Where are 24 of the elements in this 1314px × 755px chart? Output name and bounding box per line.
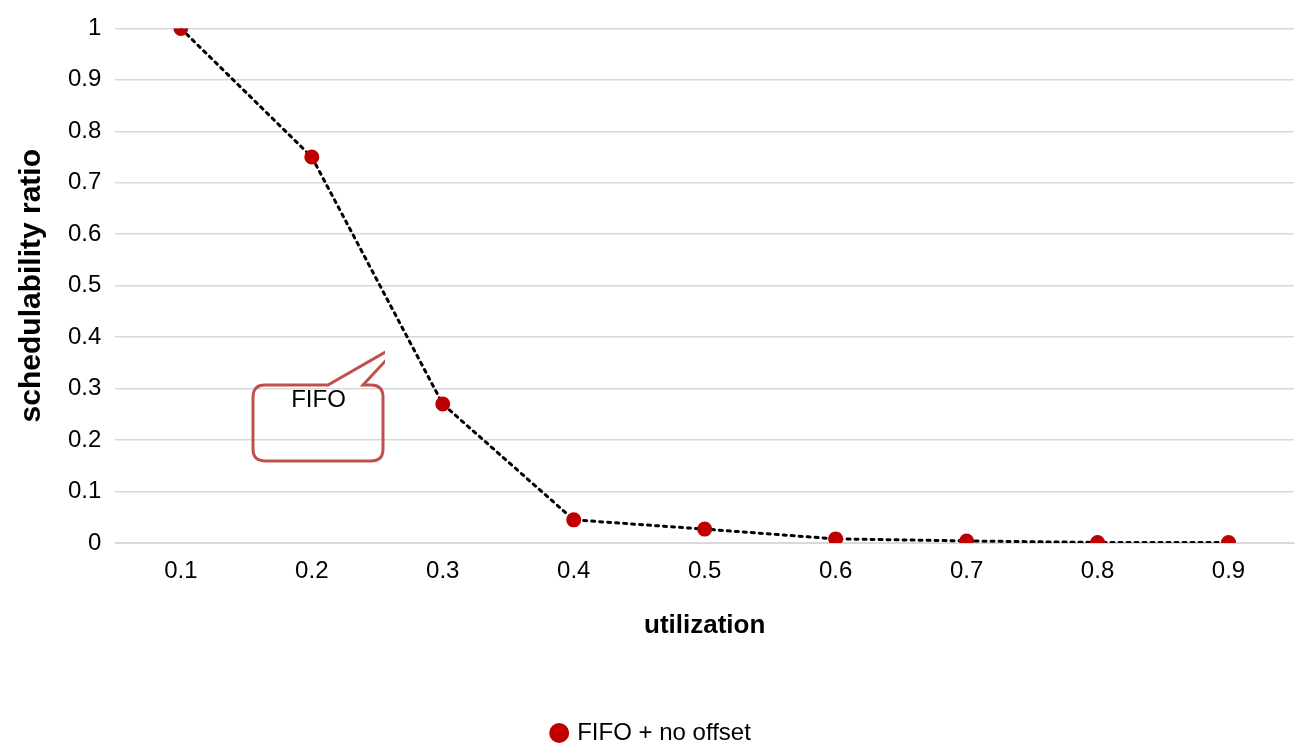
y-tick-label: 1 — [88, 13, 102, 41]
x-tick-label: 0.1 — [164, 556, 198, 584]
x-tick-label: 0.8 — [1080, 556, 1115, 584]
x-tick-label: 0.2 — [295, 556, 329, 584]
y-tick-label: 0.1 — [67, 476, 102, 504]
y-tick-label: 0.5 — [67, 270, 102, 298]
y-tick-label: 0.4 — [67, 321, 102, 349]
annotation: FIFO — [290, 385, 347, 414]
y-tick-label: 0 — [88, 527, 102, 555]
y-tick-label: 0.3 — [67, 373, 102, 401]
x-tick-label: 0.3 — [426, 556, 460, 584]
y-tick-label: 0.9 — [67, 64, 102, 92]
x-tick-label: 0.6 — [818, 556, 853, 584]
y-tick-label: 0.7 — [67, 167, 102, 195]
y-tick-label: 0.8 — [67, 115, 102, 143]
legend-label: FIFO + no offset — [577, 717, 752, 745]
x-tick-label: 0.7 — [949, 556, 984, 584]
x-tick-label: 0.9 — [1211, 556, 1246, 584]
x-axis-title: utilization — [644, 608, 766, 639]
y-tick-label: 0.2 — [67, 424, 102, 452]
y-axis-title: schedulability ratio — [13, 149, 47, 423]
x-tick-label: 0.5 — [687, 556, 722, 584]
x-tick-label: 0.4 — [557, 556, 591, 584]
y-tick-label: 0.6 — [67, 218, 102, 246]
